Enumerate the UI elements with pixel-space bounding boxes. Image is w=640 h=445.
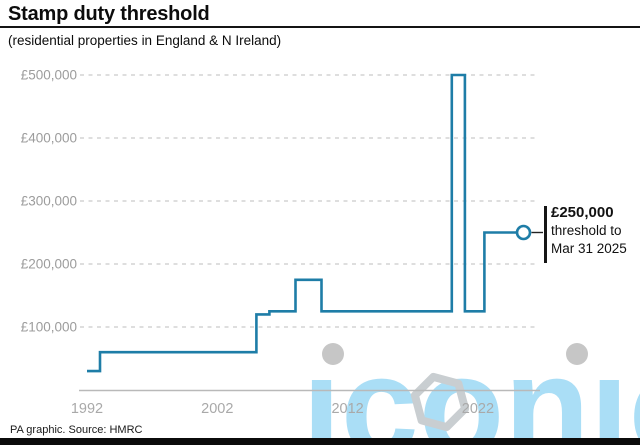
- y-axis-labels: £100,000 £200,000 £300,000 £400,000 £500,000: [21, 68, 77, 335]
- page-title: Stamp duty threshold: [8, 3, 210, 25]
- annotation-callout: £250,000 threshold to Mar 31 2025: [551, 204, 627, 258]
- annotation-text-line: threshold to: [551, 223, 622, 238]
- title-divider: [0, 26, 640, 28]
- y-tick-label: £300,000: [21, 194, 77, 209]
- x-axis-labels: 1992 2002 2012 2022: [71, 401, 494, 417]
- watermark-hexagon-icon: [410, 372, 470, 432]
- y-tick-label: £100,000: [21, 320, 77, 335]
- y-tick-label: £400,000: [21, 131, 77, 146]
- annotation-text-line: Mar 31 2025: [551, 241, 627, 256]
- series-end-marker-icon: [515, 224, 532, 241]
- page-subtitle: (residential properties in England & N I…: [8, 33, 282, 48]
- x-tick-label: 2012: [331, 401, 363, 417]
- footer-black-bar: [0, 438, 640, 445]
- y-tick-label: £500,000: [21, 68, 77, 83]
- watermark-i-dot-icon: [566, 343, 588, 365]
- gridlines: [80, 74, 536, 328]
- y-tick-label: £200,000: [21, 257, 77, 272]
- annotation-value: £250,000: [551, 204, 614, 221]
- source-credit: PA graphic. Source: HMRC: [10, 424, 143, 436]
- x-tick-label: 2002: [201, 401, 233, 417]
- annotation-bar: [544, 206, 547, 263]
- watermark-i-dot-icon: [322, 343, 344, 365]
- threshold-line-series: [87, 73, 524, 373]
- x-tick-label: 2022: [462, 401, 494, 417]
- x-tick-label: 1992: [71, 401, 103, 417]
